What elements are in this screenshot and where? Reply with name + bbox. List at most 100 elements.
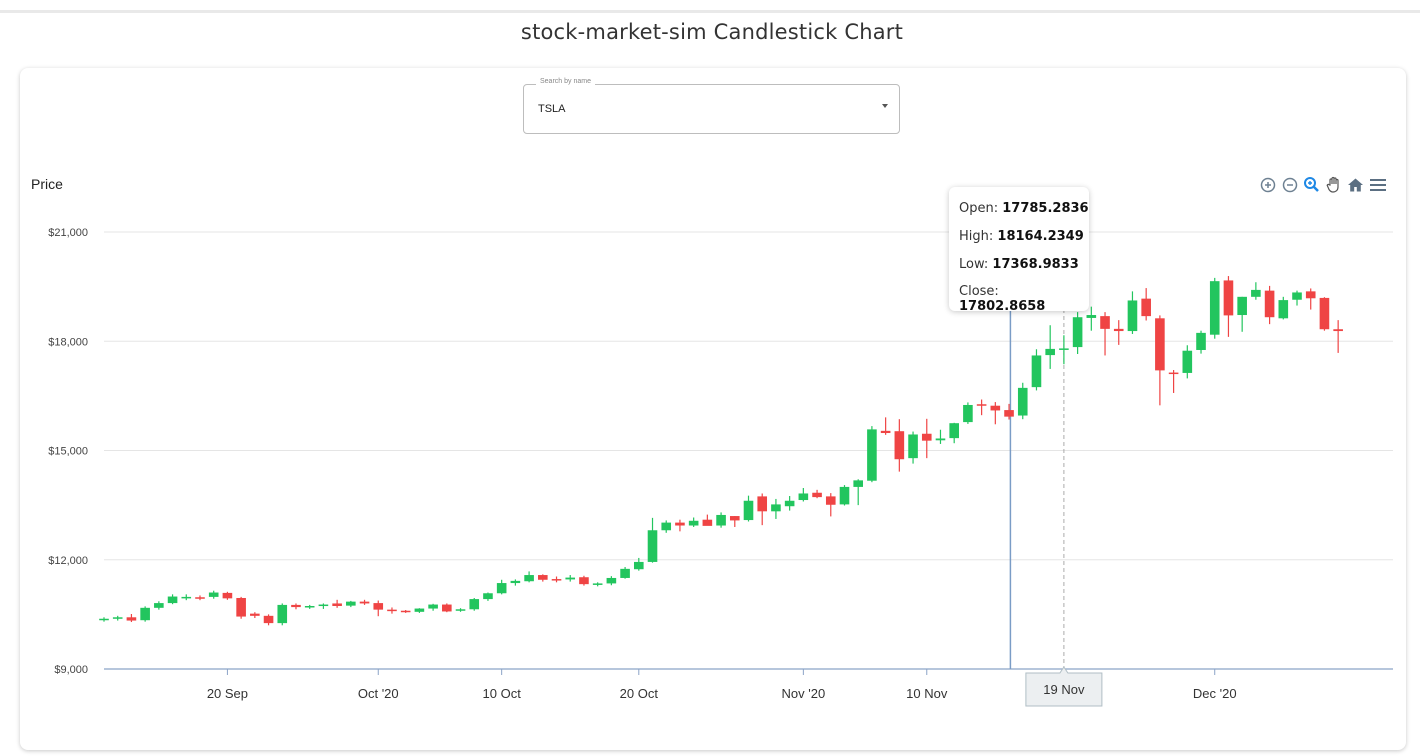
candle-body[interactable] bbox=[332, 603, 342, 606]
candle-body[interactable] bbox=[579, 577, 589, 584]
candle-body[interactable] bbox=[1141, 299, 1151, 316]
candle-body[interactable] bbox=[853, 480, 863, 487]
candle-body[interactable] bbox=[963, 405, 973, 422]
candle-body[interactable] bbox=[250, 614, 260, 616]
candle-body[interactable] bbox=[703, 520, 713, 526]
candle-body[interactable] bbox=[785, 501, 795, 506]
candle-body[interactable] bbox=[511, 581, 521, 583]
candle-body[interactable] bbox=[634, 562, 644, 569]
candle-body[interactable] bbox=[1032, 355, 1042, 387]
candle-body[interactable] bbox=[1018, 388, 1028, 416]
candle-body[interactable] bbox=[1128, 300, 1138, 331]
candle-body[interactable] bbox=[799, 493, 809, 500]
candle-body[interactable] bbox=[1292, 292, 1302, 299]
candle-body[interactable] bbox=[223, 593, 233, 598]
candle-body[interactable] bbox=[428, 605, 438, 609]
candle-body[interactable] bbox=[648, 530, 658, 562]
chart-toolbar bbox=[1258, 175, 1387, 194]
candle-body[interactable] bbox=[442, 605, 452, 612]
candle-body[interactable] bbox=[730, 516, 740, 520]
candle-body[interactable] bbox=[881, 431, 891, 433]
candle-body[interactable] bbox=[113, 617, 123, 619]
candle-body[interactable] bbox=[1100, 316, 1110, 329]
pan-hand-icon[interactable] bbox=[1324, 175, 1343, 194]
candle-body[interactable] bbox=[689, 521, 699, 526]
candle-body[interactable] bbox=[565, 578, 575, 580]
candle-body[interactable] bbox=[1265, 291, 1275, 318]
candle-body[interactable] bbox=[277, 605, 287, 623]
candle-body[interactable] bbox=[812, 493, 822, 497]
candle-body[interactable] bbox=[977, 404, 987, 406]
candle-body[interactable] bbox=[1073, 317, 1083, 347]
candle-body[interactable] bbox=[1320, 298, 1330, 329]
candle-body[interactable] bbox=[1237, 297, 1247, 315]
candle-body[interactable] bbox=[895, 431, 905, 459]
candle-body[interactable] bbox=[716, 515, 726, 526]
candle-body[interactable] bbox=[319, 605, 329, 607]
candle-body[interactable] bbox=[140, 608, 150, 620]
candle-body[interactable] bbox=[1210, 281, 1220, 335]
candle-body[interactable] bbox=[675, 523, 685, 526]
candle-body[interactable] bbox=[744, 501, 754, 520]
candle-body[interactable] bbox=[209, 593, 219, 597]
candle-body[interactable] bbox=[922, 434, 932, 441]
candle-body[interactable] bbox=[661, 523, 671, 531]
candle-body[interactable] bbox=[373, 603, 383, 610]
candle-body[interactable] bbox=[401, 611, 411, 613]
candle-body[interactable] bbox=[99, 619, 109, 621]
candle-body[interactable] bbox=[908, 434, 918, 458]
candle-body[interactable] bbox=[826, 496, 836, 504]
candle-body[interactable] bbox=[1224, 280, 1234, 315]
candle-body[interactable] bbox=[757, 496, 767, 511]
candle-body[interactable] bbox=[236, 598, 246, 617]
candle-body[interactable] bbox=[1183, 351, 1193, 373]
candle-body[interactable] bbox=[360, 602, 370, 604]
candle-body[interactable] bbox=[1059, 348, 1069, 350]
candle-body[interactable] bbox=[497, 583, 507, 593]
candle-body[interactable] bbox=[1004, 410, 1014, 417]
candle-body[interactable] bbox=[346, 602, 356, 606]
candle-body[interactable] bbox=[524, 575, 534, 581]
candle-body[interactable] bbox=[1333, 329, 1343, 331]
candle-body[interactable] bbox=[483, 593, 493, 599]
candle-body[interactable] bbox=[607, 578, 617, 583]
candle-body[interactable] bbox=[264, 616, 274, 623]
candle-body[interactable] bbox=[620, 569, 630, 578]
zoom-in-icon[interactable] bbox=[1258, 175, 1277, 194]
candle-body[interactable] bbox=[469, 599, 479, 609]
candle-body[interactable] bbox=[936, 438, 946, 440]
candle-body[interactable] bbox=[593, 583, 603, 585]
candle-body[interactable] bbox=[1045, 349, 1055, 355]
zoom-out-icon[interactable] bbox=[1280, 175, 1299, 194]
home-reset-icon[interactable] bbox=[1346, 175, 1365, 194]
candle-body[interactable] bbox=[1251, 290, 1261, 297]
candle-body[interactable] bbox=[840, 487, 850, 504]
candle-body[interactable] bbox=[552, 579, 562, 581]
zoom-selection-icon[interactable] bbox=[1302, 175, 1321, 194]
candle-body[interactable] bbox=[949, 423, 959, 438]
candle-body[interactable] bbox=[1196, 333, 1206, 350]
candle-body[interactable] bbox=[415, 609, 425, 612]
candle-body[interactable] bbox=[291, 605, 301, 607]
candle-body[interactable] bbox=[867, 429, 877, 480]
candle-body[interactable] bbox=[991, 406, 1001, 411]
candle-body[interactable] bbox=[1278, 300, 1288, 318]
candle-body[interactable] bbox=[1169, 373, 1179, 375]
candle-body[interactable] bbox=[154, 603, 164, 608]
candle-body[interactable] bbox=[127, 617, 137, 620]
candle-body[interactable] bbox=[387, 610, 397, 612]
candle-body[interactable] bbox=[1114, 329, 1124, 331]
candle-body[interactable] bbox=[305, 606, 315, 608]
candle-body[interactable] bbox=[1306, 291, 1316, 298]
menu-icon[interactable] bbox=[1368, 175, 1387, 194]
y-tick-label: $9,000 bbox=[54, 664, 88, 676]
candle-body[interactable] bbox=[1155, 318, 1165, 370]
candle-body[interactable] bbox=[195, 597, 205, 599]
candle-body[interactable] bbox=[181, 597, 191, 599]
candle-body[interactable] bbox=[168, 597, 178, 604]
candle-body[interactable] bbox=[771, 504, 781, 511]
candle-body[interactable] bbox=[456, 609, 466, 611]
candle-body[interactable] bbox=[1087, 315, 1097, 318]
candle-body[interactable] bbox=[538, 575, 548, 580]
